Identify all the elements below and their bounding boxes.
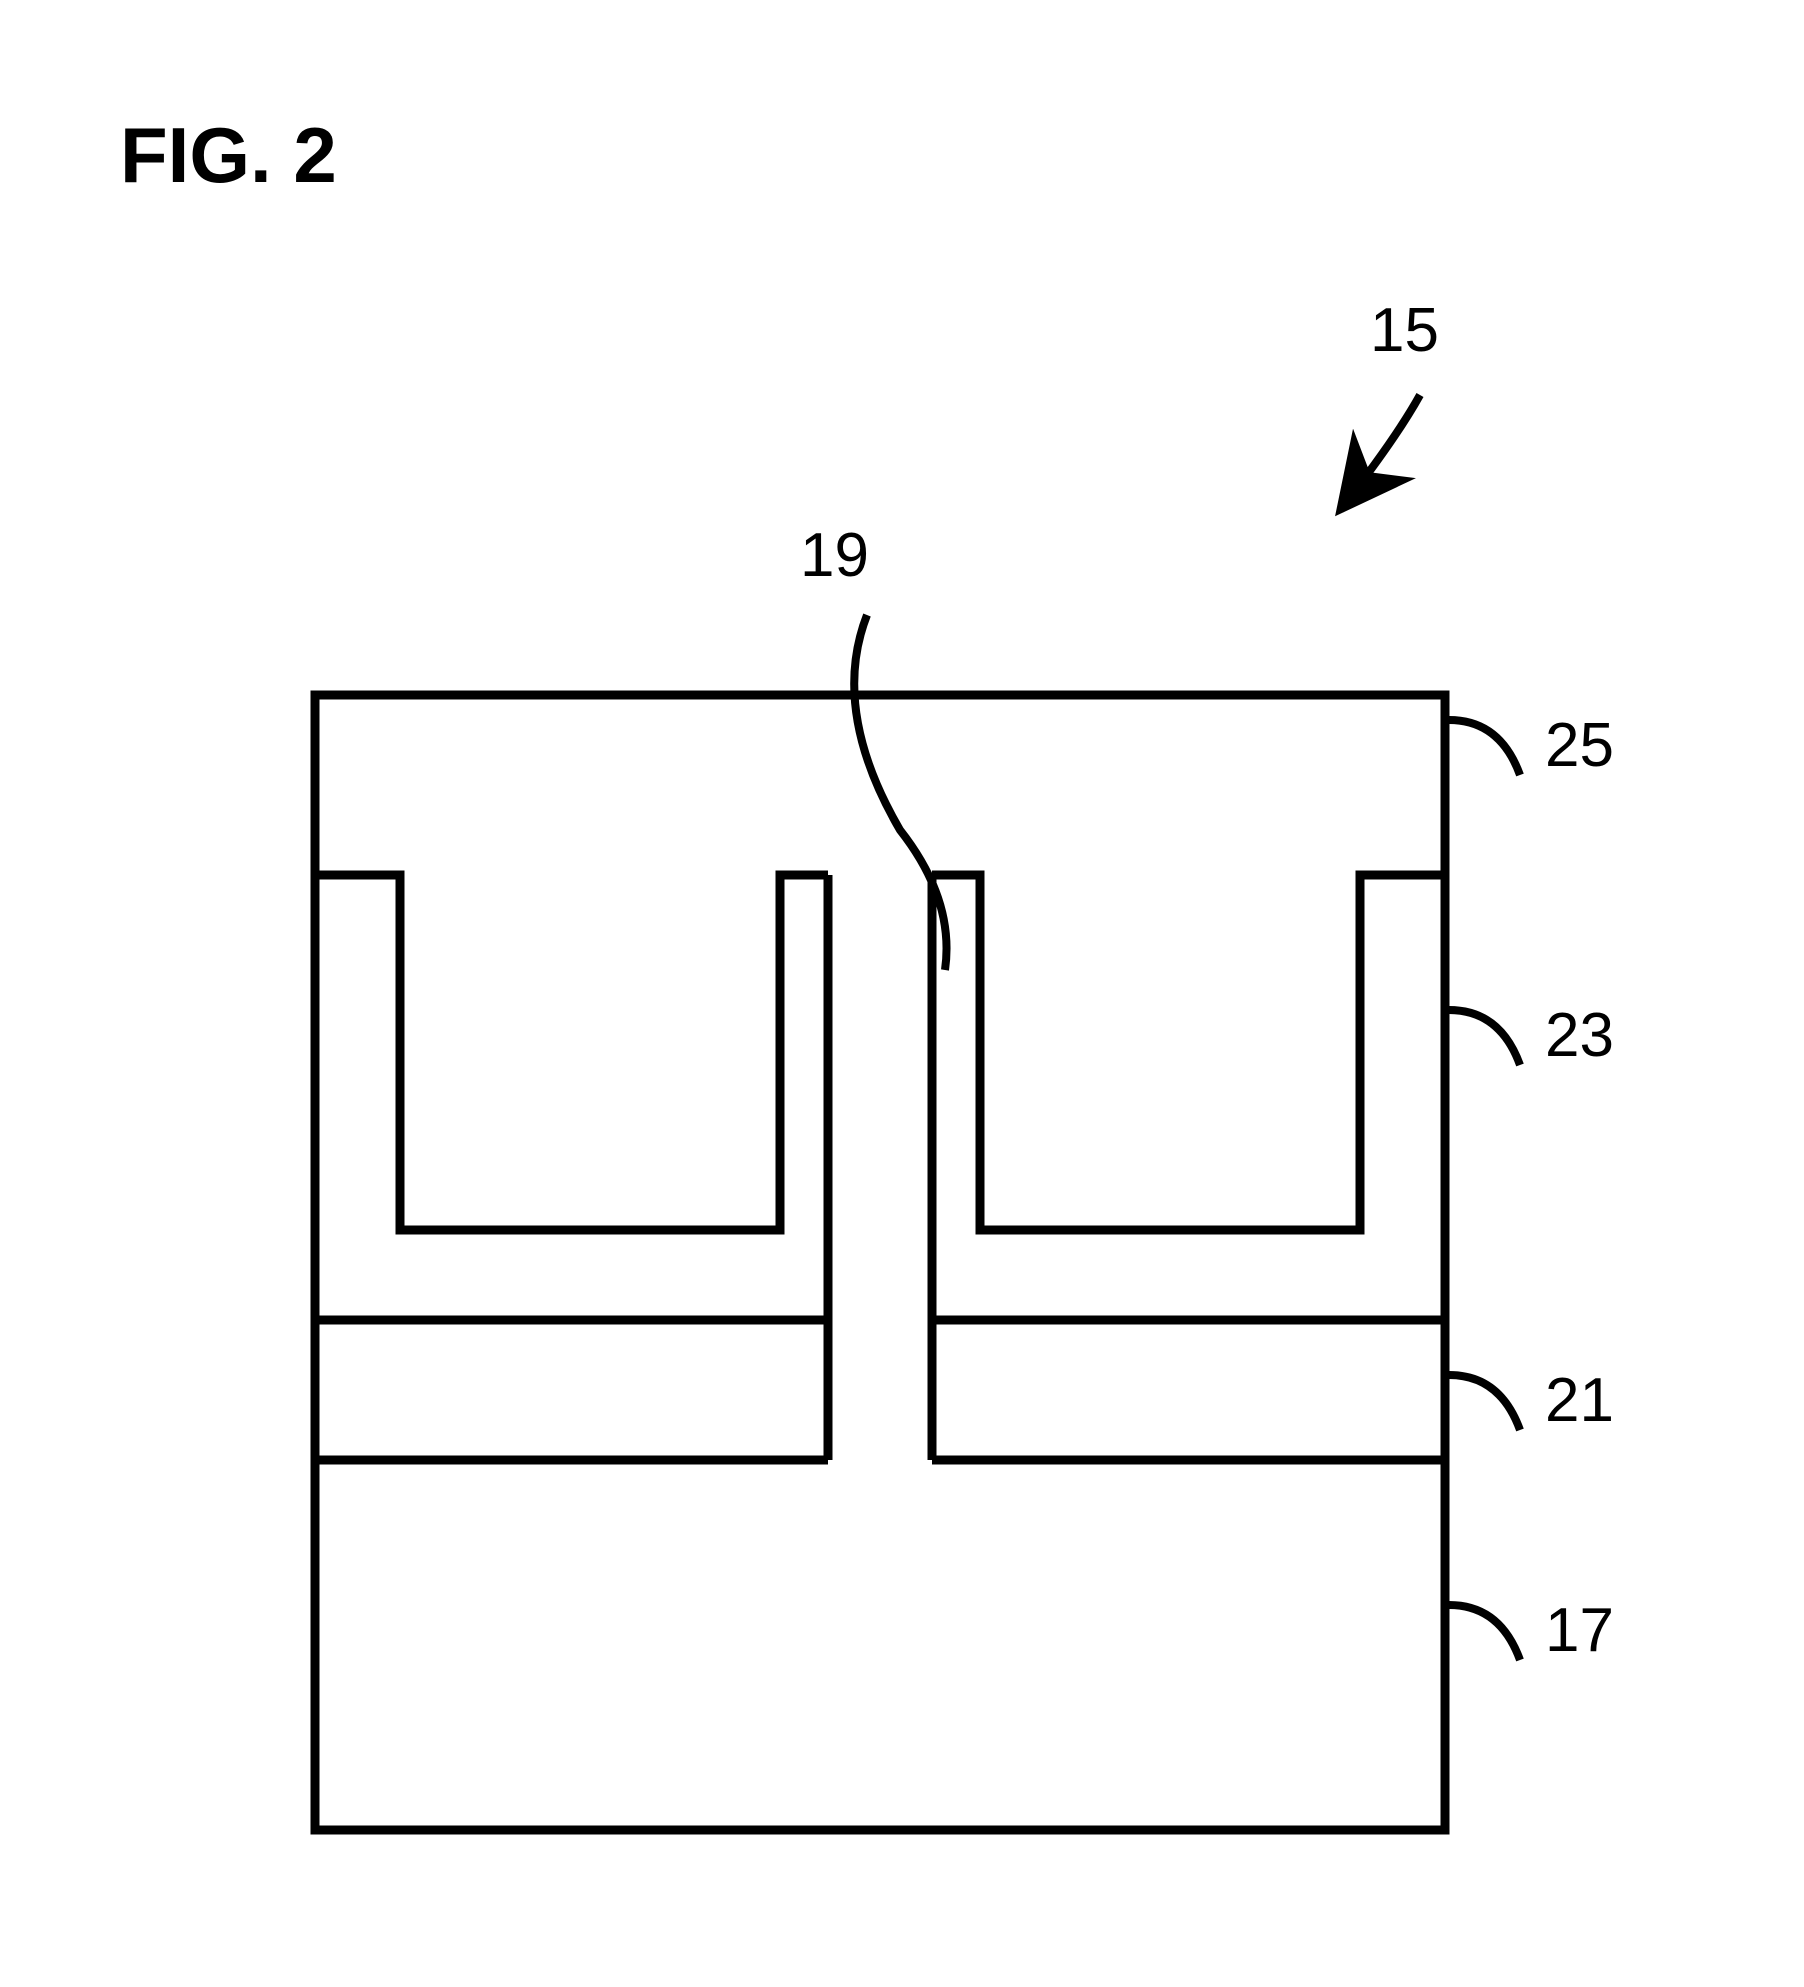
- lead-17: [1449, 1605, 1520, 1660]
- lead-23: [1449, 1010, 1520, 1065]
- outer-box: [315, 695, 1445, 1830]
- lead-21: [1449, 1375, 1520, 1430]
- label-19: 19: [800, 520, 869, 591]
- label-17: 17: [1545, 1595, 1614, 1666]
- label-23: 23: [1545, 1000, 1614, 1071]
- lead-15: [1340, 395, 1420, 510]
- label-15: 15: [1370, 295, 1439, 366]
- diagram-svg: [0, 0, 1804, 1987]
- layer-23-left: [315, 875, 828, 1230]
- label-21: 21: [1545, 1365, 1614, 1436]
- layer-23-right: [932, 875, 1445, 1230]
- label-25: 25: [1545, 710, 1614, 781]
- lead-25: [1449, 720, 1520, 775]
